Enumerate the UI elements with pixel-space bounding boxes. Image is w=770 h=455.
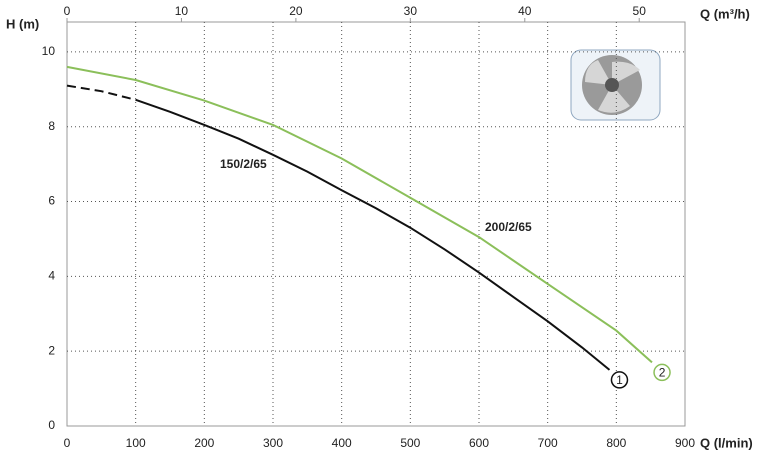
curve-marker: [610, 371, 629, 389]
curve-marker: [653, 363, 671, 382]
x-tick-label: 500: [400, 436, 420, 450]
curve: [66, 65, 653, 364]
x-tick-label: 200: [194, 436, 214, 450]
y-tick-label: 2: [48, 343, 55, 357]
x-tick-label: 400: [332, 436, 352, 450]
x-tick-label: 300: [263, 436, 283, 450]
x-axis-label: Q (l/min): [700, 435, 753, 450]
x2-tick-label: 20: [289, 4, 303, 18]
x-tick-label: 0: [64, 436, 71, 450]
y-tick-label: 0: [48, 418, 55, 432]
curve-label: 200/2/65: [485, 220, 532, 234]
curve-label: 150/2/65: [220, 157, 267, 171]
x-tick-label: 600: [469, 436, 489, 450]
impeller-image: [570, 49, 661, 121]
y-tick-label: 8: [48, 119, 55, 133]
x-tick-label: 800: [606, 436, 626, 450]
curve-marker-label: 2: [659, 366, 666, 380]
x-tick-label: 100: [126, 436, 146, 450]
curve: [66, 84, 611, 371]
curve-marker-label: 1: [616, 373, 623, 387]
x2-axis-label: Q (m³/h): [700, 6, 750, 21]
x2-tick-label: 40: [518, 4, 532, 18]
y-tick-label: 6: [48, 194, 55, 208]
y-tick-label: 4: [48, 269, 55, 283]
x-tick-label: 700: [538, 436, 558, 450]
y-axis-label: H (m): [6, 16, 39, 31]
x2-tick-label: 50: [633, 4, 647, 18]
x2-tick-label: 30: [404, 4, 418, 18]
x2-tick-label: 10: [175, 4, 189, 18]
plot-frame: [66, 21, 686, 427]
x2-tick-label: 0: [64, 4, 71, 18]
y-tick-label: 10: [42, 44, 56, 58]
x-tick-label: 900: [675, 436, 695, 450]
